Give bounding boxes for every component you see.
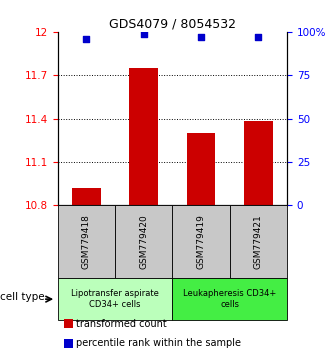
Title: GDS4079 / 8054532: GDS4079 / 8054532 [109,18,236,31]
Text: Lipotransfer aspirate
CD34+ cells: Lipotransfer aspirate CD34+ cells [71,290,159,309]
Text: cell type: cell type [0,292,45,302]
Point [198,34,204,40]
Point [141,31,147,36]
Text: transformed count: transformed count [76,319,167,329]
Text: Leukapheresis CD34+
cells: Leukapheresis CD34+ cells [183,290,277,309]
Point [84,36,89,42]
Text: percentile rank within the sample: percentile rank within the sample [76,338,241,348]
Text: GSM779418: GSM779418 [82,214,91,269]
Bar [72,188,101,205]
Bar [129,68,158,205]
Text: GSM779420: GSM779420 [139,214,148,269]
Bar [187,133,215,205]
Point [256,34,261,40]
Text: GSM779419: GSM779419 [197,214,206,269]
Text: GSM779421: GSM779421 [254,214,263,269]
Bar [244,121,273,205]
